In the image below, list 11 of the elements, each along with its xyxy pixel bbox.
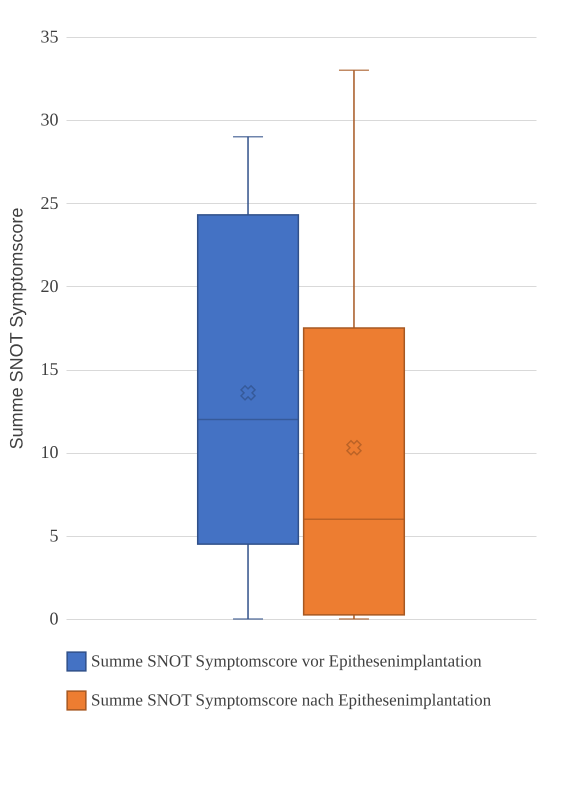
legend-label: Summe SNOT Symptomscore vor Epithesenimplantation bbox=[91, 652, 482, 670]
y-tick-label: 0 bbox=[50, 608, 58, 628]
y-tick-label: 25 bbox=[40, 192, 58, 213]
y-tick-label: 30 bbox=[40, 110, 58, 130]
y-axis-title: Summe SNOT Symptomscore bbox=[6, 208, 26, 450]
legend-label: Summe SNOT Symptomscore nach Epithesenimplantation bbox=[91, 690, 492, 710]
y-tick-label: 5 bbox=[50, 525, 58, 546]
y-tick-label: 10 bbox=[40, 442, 58, 462]
y-tick-label: 35 bbox=[40, 26, 58, 46]
y-tick-label: 15 bbox=[40, 359, 58, 380]
y-tick-label: 20 bbox=[40, 276, 58, 296]
